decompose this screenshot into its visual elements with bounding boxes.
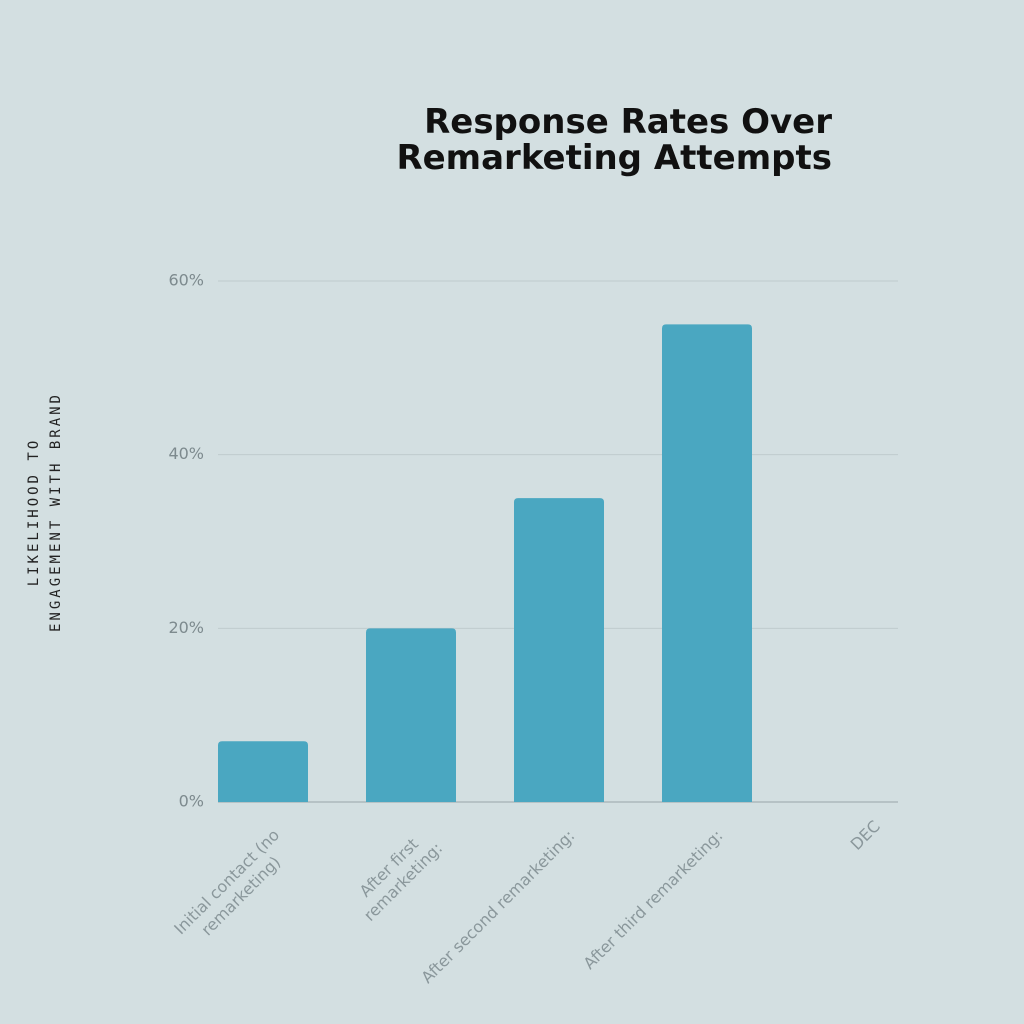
y-tick-label: 20% <box>168 618 204 637</box>
y-axis-label: LIKELIHOOD TO ENGAGEMENT WITH BRAND <box>26 392 64 633</box>
y-tick-label: 0% <box>179 792 204 811</box>
y-tick-label: 40% <box>168 444 204 463</box>
chart-title: Response Rates Over Remarketing Attempts <box>396 102 832 178</box>
bar <box>662 324 752 802</box>
bar <box>366 628 456 802</box>
y-tick-label: 60% <box>168 271 204 290</box>
bar <box>514 498 604 802</box>
bar <box>218 741 308 802</box>
